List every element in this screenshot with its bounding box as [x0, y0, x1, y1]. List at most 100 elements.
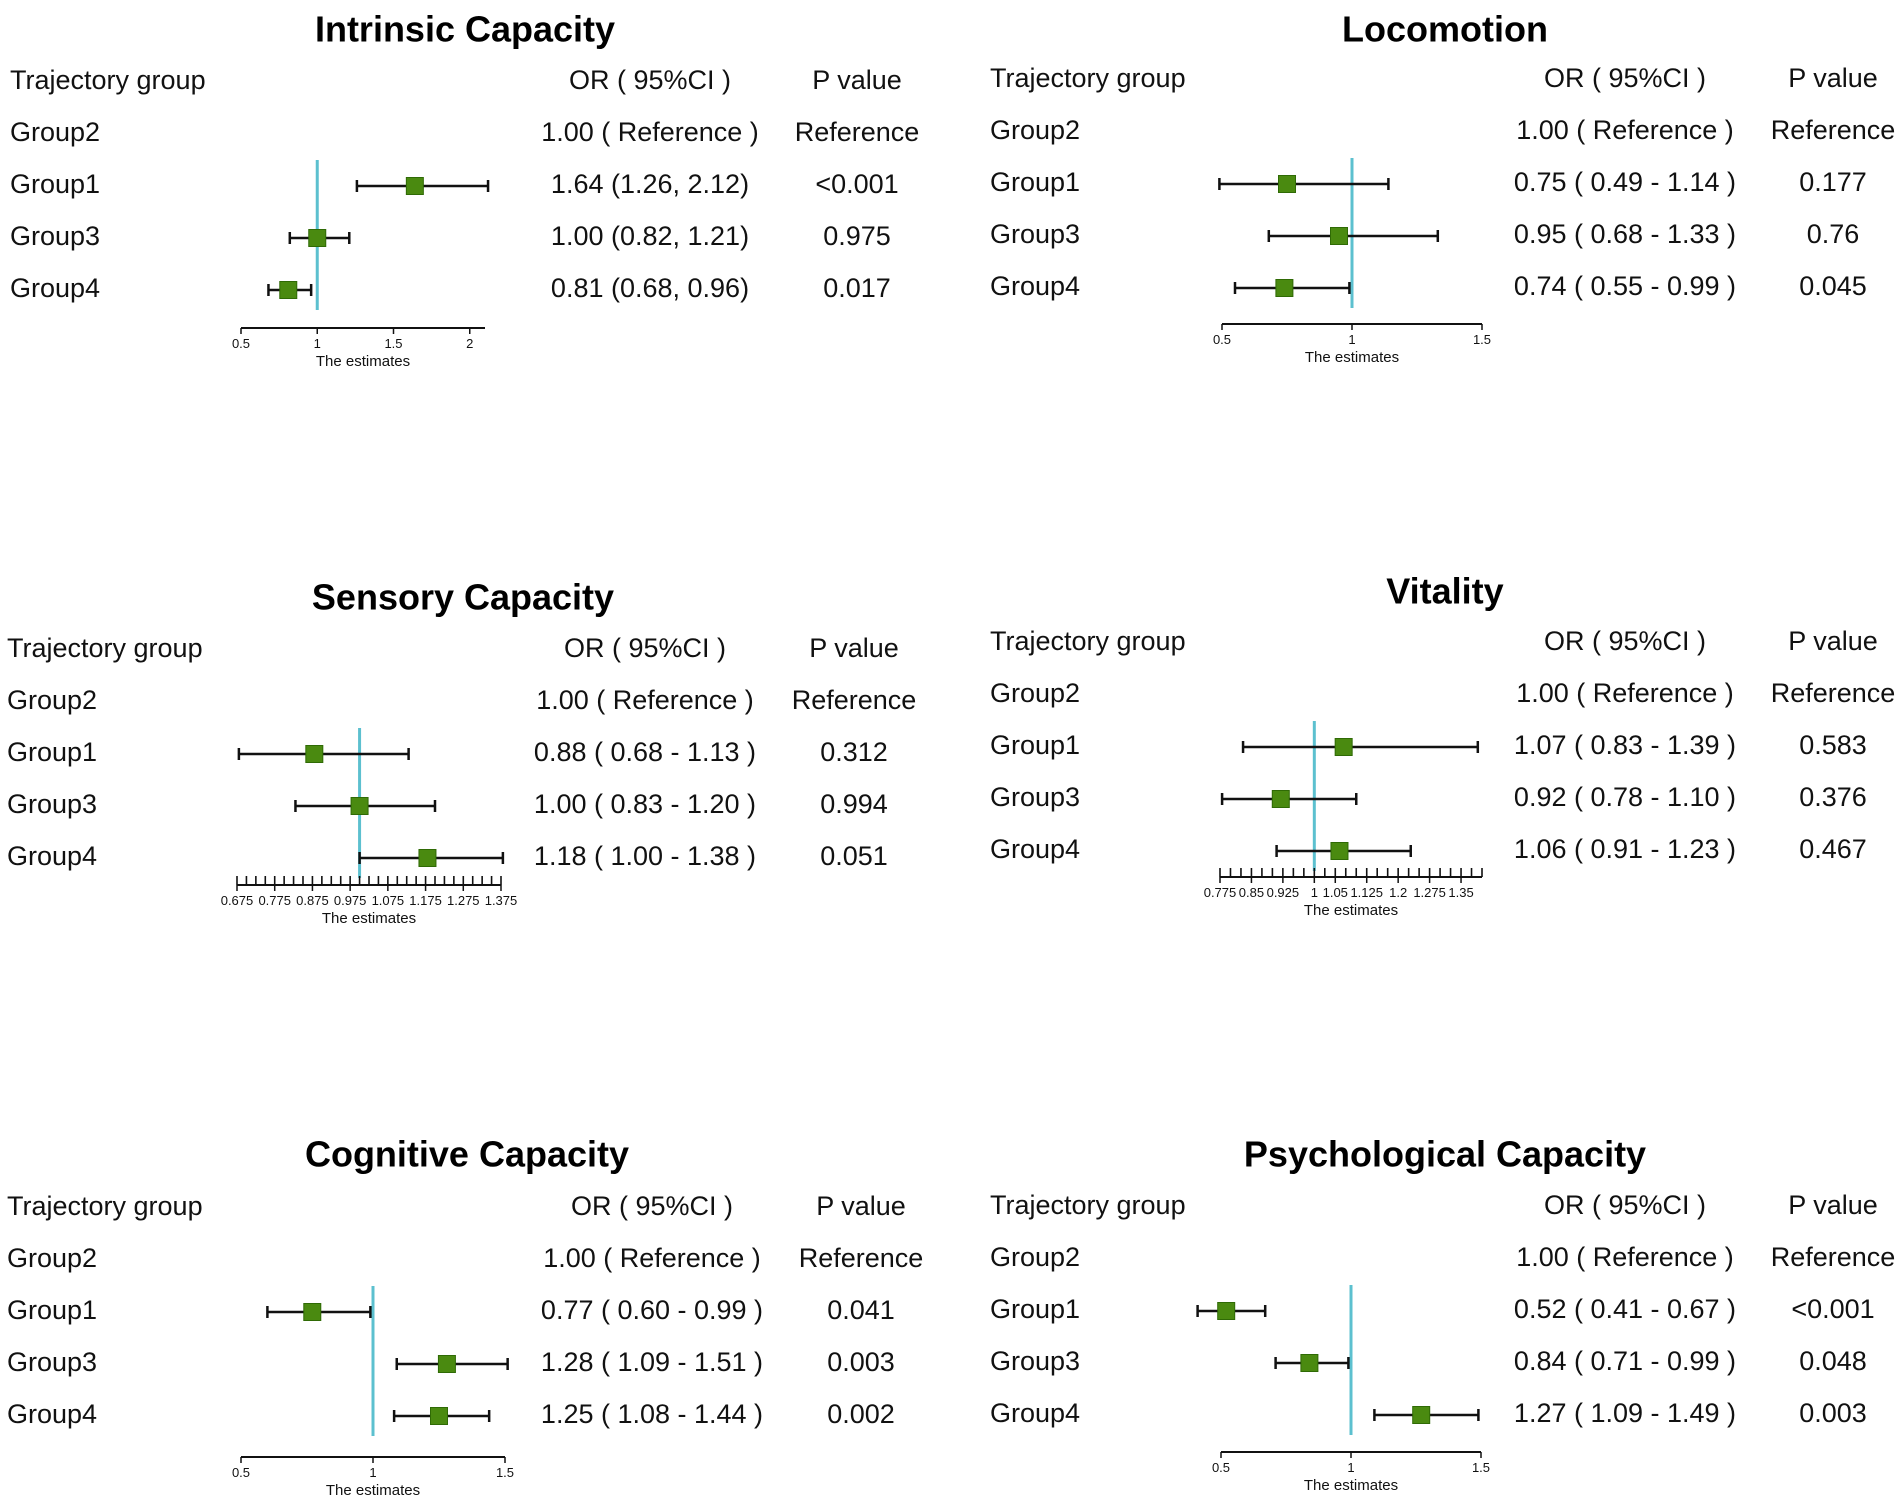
column-header-or: OR ( 95%CI )	[1544, 63, 1706, 93]
row-group-label: Group3	[990, 219, 1080, 249]
row-p-value: 0.376	[1799, 782, 1867, 812]
x-tick-label: 0.975	[334, 893, 367, 908]
column-header-group: Trajectory group	[7, 633, 203, 663]
row-group-label: Group3	[990, 1346, 1080, 1376]
estimate-marker	[350, 797, 369, 815]
row-or-text: 1.00 ( Reference )	[1516, 1242, 1734, 1272]
row-group-label: Group4	[990, 834, 1080, 864]
column-header-p: P value	[816, 1191, 906, 1221]
x-tick-label: 0.775	[258, 893, 291, 908]
row-group-label: Group1	[990, 167, 1080, 197]
column-header-group: Trajectory group	[10, 65, 206, 95]
row-group-label: Group3	[990, 782, 1080, 812]
row-or-text: 1.00 ( Reference )	[536, 685, 754, 715]
row-or-text: 1.64 (1.26, 2.12)	[551, 169, 749, 199]
x-tick-label: 0.875	[296, 893, 329, 908]
row-or-text: 1.06 ( 0.91 - 1.23 )	[1514, 834, 1736, 864]
x-tick-label: 0.925	[1267, 885, 1300, 900]
x-tick-label: 1.375	[485, 893, 518, 908]
x-tick-label: 1	[1311, 885, 1318, 900]
row-p-value: 0.003	[827, 1347, 895, 1377]
column-header-or: OR ( 95%CI )	[564, 633, 726, 663]
column-header-group: Trajectory group	[990, 63, 1186, 93]
row-p-value: Reference	[792, 685, 917, 715]
estimate-marker	[418, 849, 437, 867]
column-header-p: P value	[812, 65, 902, 95]
x-tick-label: 1.275	[447, 893, 480, 908]
row-p-value: 0.467	[1799, 834, 1867, 864]
forest-panel: Locomotion Trajectory group OR ( 95%CI ) P …	[990, 9, 1895, 366]
forest-panel: Cognitive Capacity Trajectory group OR ( 9…	[7, 1134, 923, 1495]
row-group-label: Group4	[7, 841, 97, 871]
row-or-text: 1.00 ( Reference )	[541, 117, 759, 147]
x-tick-label: 0.5	[232, 336, 250, 351]
forest-panel: Vitality Trajectory group OR ( 95%CI ) P va…	[990, 571, 1895, 919]
column-header-group: Trajectory group	[7, 1191, 203, 1221]
estimate-marker	[430, 1407, 448, 1425]
row-or-text: 1.28 ( 1.09 - 1.51 )	[541, 1347, 763, 1377]
forest-panel: Intrinsic Capacity Trajectory group OR ( 9…	[10, 9, 919, 370]
x-tick-label: 1.5	[384, 336, 402, 351]
row-p-value: 0.975	[823, 221, 891, 251]
estimate-marker	[1300, 1354, 1319, 1372]
row-p-value: Reference	[1771, 115, 1896, 145]
x-tick-label: 1	[1347, 1460, 1354, 1475]
row-or-text: 1.00 ( Reference )	[1516, 678, 1734, 708]
x-tick-label: 1.5	[496, 1465, 514, 1480]
row-group-label: Group3	[7, 1347, 97, 1377]
column-header-p: P value	[1788, 626, 1878, 656]
row-or-text: 0.81 (0.68, 0.96)	[551, 273, 749, 303]
row-group-label: Group1	[7, 1295, 97, 1325]
row-p-value: 0.017	[823, 273, 891, 303]
x-tick-label: 0.5	[1213, 332, 1231, 347]
row-p-value: 0.045	[1799, 271, 1867, 301]
row-group-label: Group2	[7, 1243, 97, 1273]
row-or-text: 0.95 ( 0.68 - 1.33 )	[1514, 219, 1736, 249]
panel-title: Vitality	[1386, 571, 1503, 612]
estimate-marker	[279, 281, 298, 299]
row-or-text: 1.25 ( 1.08 - 1.44 )	[541, 1399, 763, 1429]
row-p-value: Reference	[795, 117, 920, 147]
row-group-label: Group4	[7, 1399, 97, 1429]
row-or-text: 0.88 ( 0.68 - 1.13 )	[534, 737, 756, 767]
x-tick-label: 1	[369, 1465, 376, 1480]
x-axis-label: The estimates	[316, 353, 410, 370]
estimate-marker	[1217, 1302, 1236, 1320]
panel-title: Cognitive Capacity	[305, 1134, 629, 1175]
x-tick-label: 1.5	[1472, 1460, 1490, 1475]
x-tick-label: 0.5	[232, 1465, 250, 1480]
row-group-label: Group4	[10, 273, 100, 303]
column-header-p: P value	[1788, 1190, 1878, 1220]
x-tick-label: 1.125	[1350, 885, 1383, 900]
row-p-value: <0.001	[815, 169, 898, 199]
row-group-label: Group4	[990, 1398, 1080, 1428]
x-axis-label: The estimates	[1304, 902, 1398, 919]
column-header-p: P value	[809, 633, 899, 663]
row-p-value: 0.041	[827, 1295, 895, 1325]
x-tick-label: 0.675	[221, 893, 254, 908]
x-tick-label: 1	[1348, 332, 1355, 347]
row-group-label: Group2	[7, 685, 97, 715]
estimate-marker	[1330, 842, 1349, 860]
x-tick-label: 1.075	[372, 893, 405, 908]
row-or-text: 0.74 ( 0.55 - 0.99 )	[1514, 271, 1736, 301]
row-or-text: 1.00 ( 0.83 - 1.20 )	[534, 789, 756, 819]
estimate-marker	[405, 177, 424, 195]
row-group-label: Group1	[7, 737, 97, 767]
column-header-group: Trajectory group	[990, 1190, 1186, 1220]
row-p-value: 0.994	[820, 789, 888, 819]
column-header-or: OR ( 95%CI )	[571, 1191, 733, 1221]
row-group-label: Group2	[990, 115, 1080, 145]
row-or-text: 1.00 ( Reference )	[543, 1243, 761, 1273]
row-or-text: 0.75 ( 0.49 - 1.14 )	[1514, 167, 1736, 197]
panel-title: Psychological Capacity	[1244, 1134, 1646, 1175]
row-or-text: 0.52 ( 0.41 - 0.67 )	[1514, 1294, 1736, 1324]
row-group-label: Group1	[10, 169, 100, 199]
row-p-value: 0.76	[1807, 219, 1860, 249]
row-p-value: 0.583	[1799, 730, 1867, 760]
x-axis-label: The estimates	[1305, 349, 1399, 366]
x-tick-label: 1.35	[1448, 885, 1473, 900]
forest-panel: Psychological Capacity Trajectory group OR…	[990, 1134, 1895, 1494]
row-p-value: 0.312	[820, 737, 888, 767]
x-tick-label: 1.5	[1473, 332, 1491, 347]
